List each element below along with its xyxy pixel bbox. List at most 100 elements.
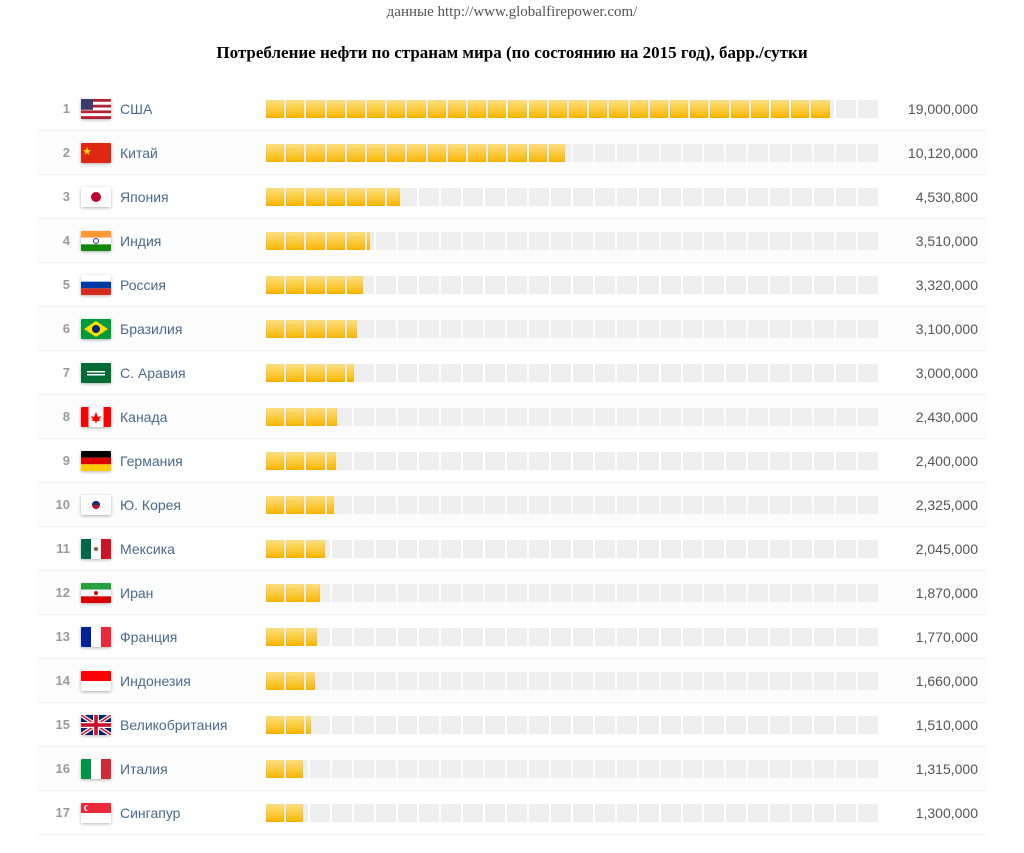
rank-cell: 3 — [46, 189, 74, 204]
flag-icon — [81, 143, 111, 163]
value-cell: 3,100,000 — [878, 321, 978, 337]
bar-fill — [266, 760, 878, 778]
flag-cell — [74, 803, 118, 823]
table-row: 6 Бразилия 3,100,000 — [38, 307, 986, 351]
table-row: 15 Великобритания 1,510,000 — [38, 703, 986, 747]
table-row: 10 Ю. Корея 2,325,000 — [38, 483, 986, 527]
bar-track — [266, 452, 878, 470]
rank-cell: 8 — [46, 409, 74, 424]
table-row: 11 Мексика 2,045,000 — [38, 527, 986, 571]
flag-icon — [81, 319, 111, 339]
rank-cell: 6 — [46, 321, 74, 336]
flag-cell — [74, 143, 118, 163]
bar-track — [266, 672, 878, 690]
bar-track — [266, 804, 878, 822]
flag-cell — [74, 759, 118, 779]
flag-icon — [81, 275, 111, 295]
country-link[interactable]: США — [118, 101, 266, 117]
table-row: 17 Сингапур 1,300,000 — [38, 791, 986, 835]
country-link[interactable]: Мексика — [118, 541, 266, 557]
flag-cell — [74, 363, 118, 383]
table-row: 8 Канада 2,430,000 — [38, 395, 986, 439]
bar-track — [266, 320, 878, 338]
country-link[interactable]: Ю. Корея — [118, 497, 266, 513]
country-link[interactable]: Великобритания — [118, 717, 266, 733]
bar-track — [266, 188, 878, 206]
country-link[interactable]: Италия — [118, 761, 266, 777]
table-row: 16 Италия 1,315,000 — [38, 747, 986, 791]
flag-icon — [81, 363, 111, 383]
country-rows-container: 1 США 19,000,000 2 Китай 10,120,000 3 Яп… — [0, 87, 1024, 853]
bar-fill — [266, 364, 878, 382]
bar-track — [266, 408, 878, 426]
flag-cell — [74, 187, 118, 207]
bar-fill — [266, 188, 878, 206]
country-link[interactable]: Канада — [118, 409, 266, 425]
bar-fill — [266, 496, 878, 514]
country-link[interactable]: Сингапур — [118, 805, 266, 821]
flag-cell — [74, 451, 118, 471]
value-cell: 1,660,000 — [878, 673, 978, 689]
country-link[interactable]: Германия — [118, 453, 266, 469]
bar-fill — [266, 100, 878, 118]
bar-fill — [266, 584, 878, 602]
rank-cell: 7 — [46, 365, 74, 380]
bar-track — [266, 716, 878, 734]
bar-track — [266, 540, 878, 558]
flag-icon — [81, 627, 111, 647]
country-link[interactable]: Индонезия — [118, 673, 266, 689]
rank-cell: 14 — [46, 673, 74, 688]
rank-cell: 15 — [46, 717, 74, 732]
bar-track — [266, 364, 878, 382]
value-cell: 10,120,000 — [878, 145, 978, 161]
rank-cell: 9 — [46, 453, 74, 468]
country-link[interactable]: Япония — [118, 189, 266, 205]
rank-cell: 5 — [46, 277, 74, 292]
country-link[interactable]: Франция — [118, 629, 266, 645]
rank-cell: 10 — [46, 497, 74, 512]
bar-track — [266, 144, 878, 162]
country-link[interactable]: Китай — [118, 145, 266, 161]
flag-cell — [74, 539, 118, 559]
value-cell: 2,325,000 — [878, 497, 978, 513]
value-cell: 4,530,800 — [878, 189, 978, 205]
bar-track — [266, 584, 878, 602]
bar-fill — [266, 320, 878, 338]
value-cell: 3,000,000 — [878, 365, 978, 381]
flag-cell — [74, 275, 118, 295]
bar-track — [266, 496, 878, 514]
value-cell: 1,770,000 — [878, 629, 978, 645]
value-cell: 1,315,000 — [878, 761, 978, 777]
bar-fill — [266, 672, 878, 690]
bar-fill — [266, 144, 878, 162]
value-cell: 2,430,000 — [878, 409, 978, 425]
rank-cell: 11 — [46, 541, 74, 556]
rank-cell: 17 — [46, 805, 74, 820]
table-row: 4 Индия 3,510,000 — [38, 219, 986, 263]
bar-track — [266, 232, 878, 250]
flag-cell — [74, 583, 118, 603]
rank-cell: 12 — [46, 585, 74, 600]
country-link[interactable]: Индия — [118, 233, 266, 249]
bar-fill — [266, 408, 878, 426]
table-row: 5 Россия 3,320,000 — [38, 263, 986, 307]
rank-cell: 4 — [46, 233, 74, 248]
table-row: 3 Япония 4,530,800 — [38, 175, 986, 219]
flag-cell — [74, 231, 118, 251]
flag-cell — [74, 715, 118, 735]
country-link[interactable]: Бразилия — [118, 321, 266, 337]
bar-track — [266, 276, 878, 294]
bar-fill — [266, 716, 878, 734]
flag-icon — [81, 99, 111, 119]
country-link[interactable]: С. Аравия — [118, 365, 266, 381]
country-link[interactable]: Иран — [118, 585, 266, 601]
source-line: данные http://www.globalfirepower.com/ — [0, 0, 1024, 31]
country-link[interactable]: Россия — [118, 277, 266, 293]
bar-fill — [266, 804, 878, 822]
value-cell: 1,870,000 — [878, 585, 978, 601]
flag-icon — [81, 407, 111, 427]
table-row: 1 США 19,000,000 — [38, 87, 986, 131]
rank-cell: 13 — [46, 629, 74, 644]
table-row: 7 С. Аравия 3,000,000 — [38, 351, 986, 395]
value-cell: 19,000,000 — [878, 101, 978, 117]
